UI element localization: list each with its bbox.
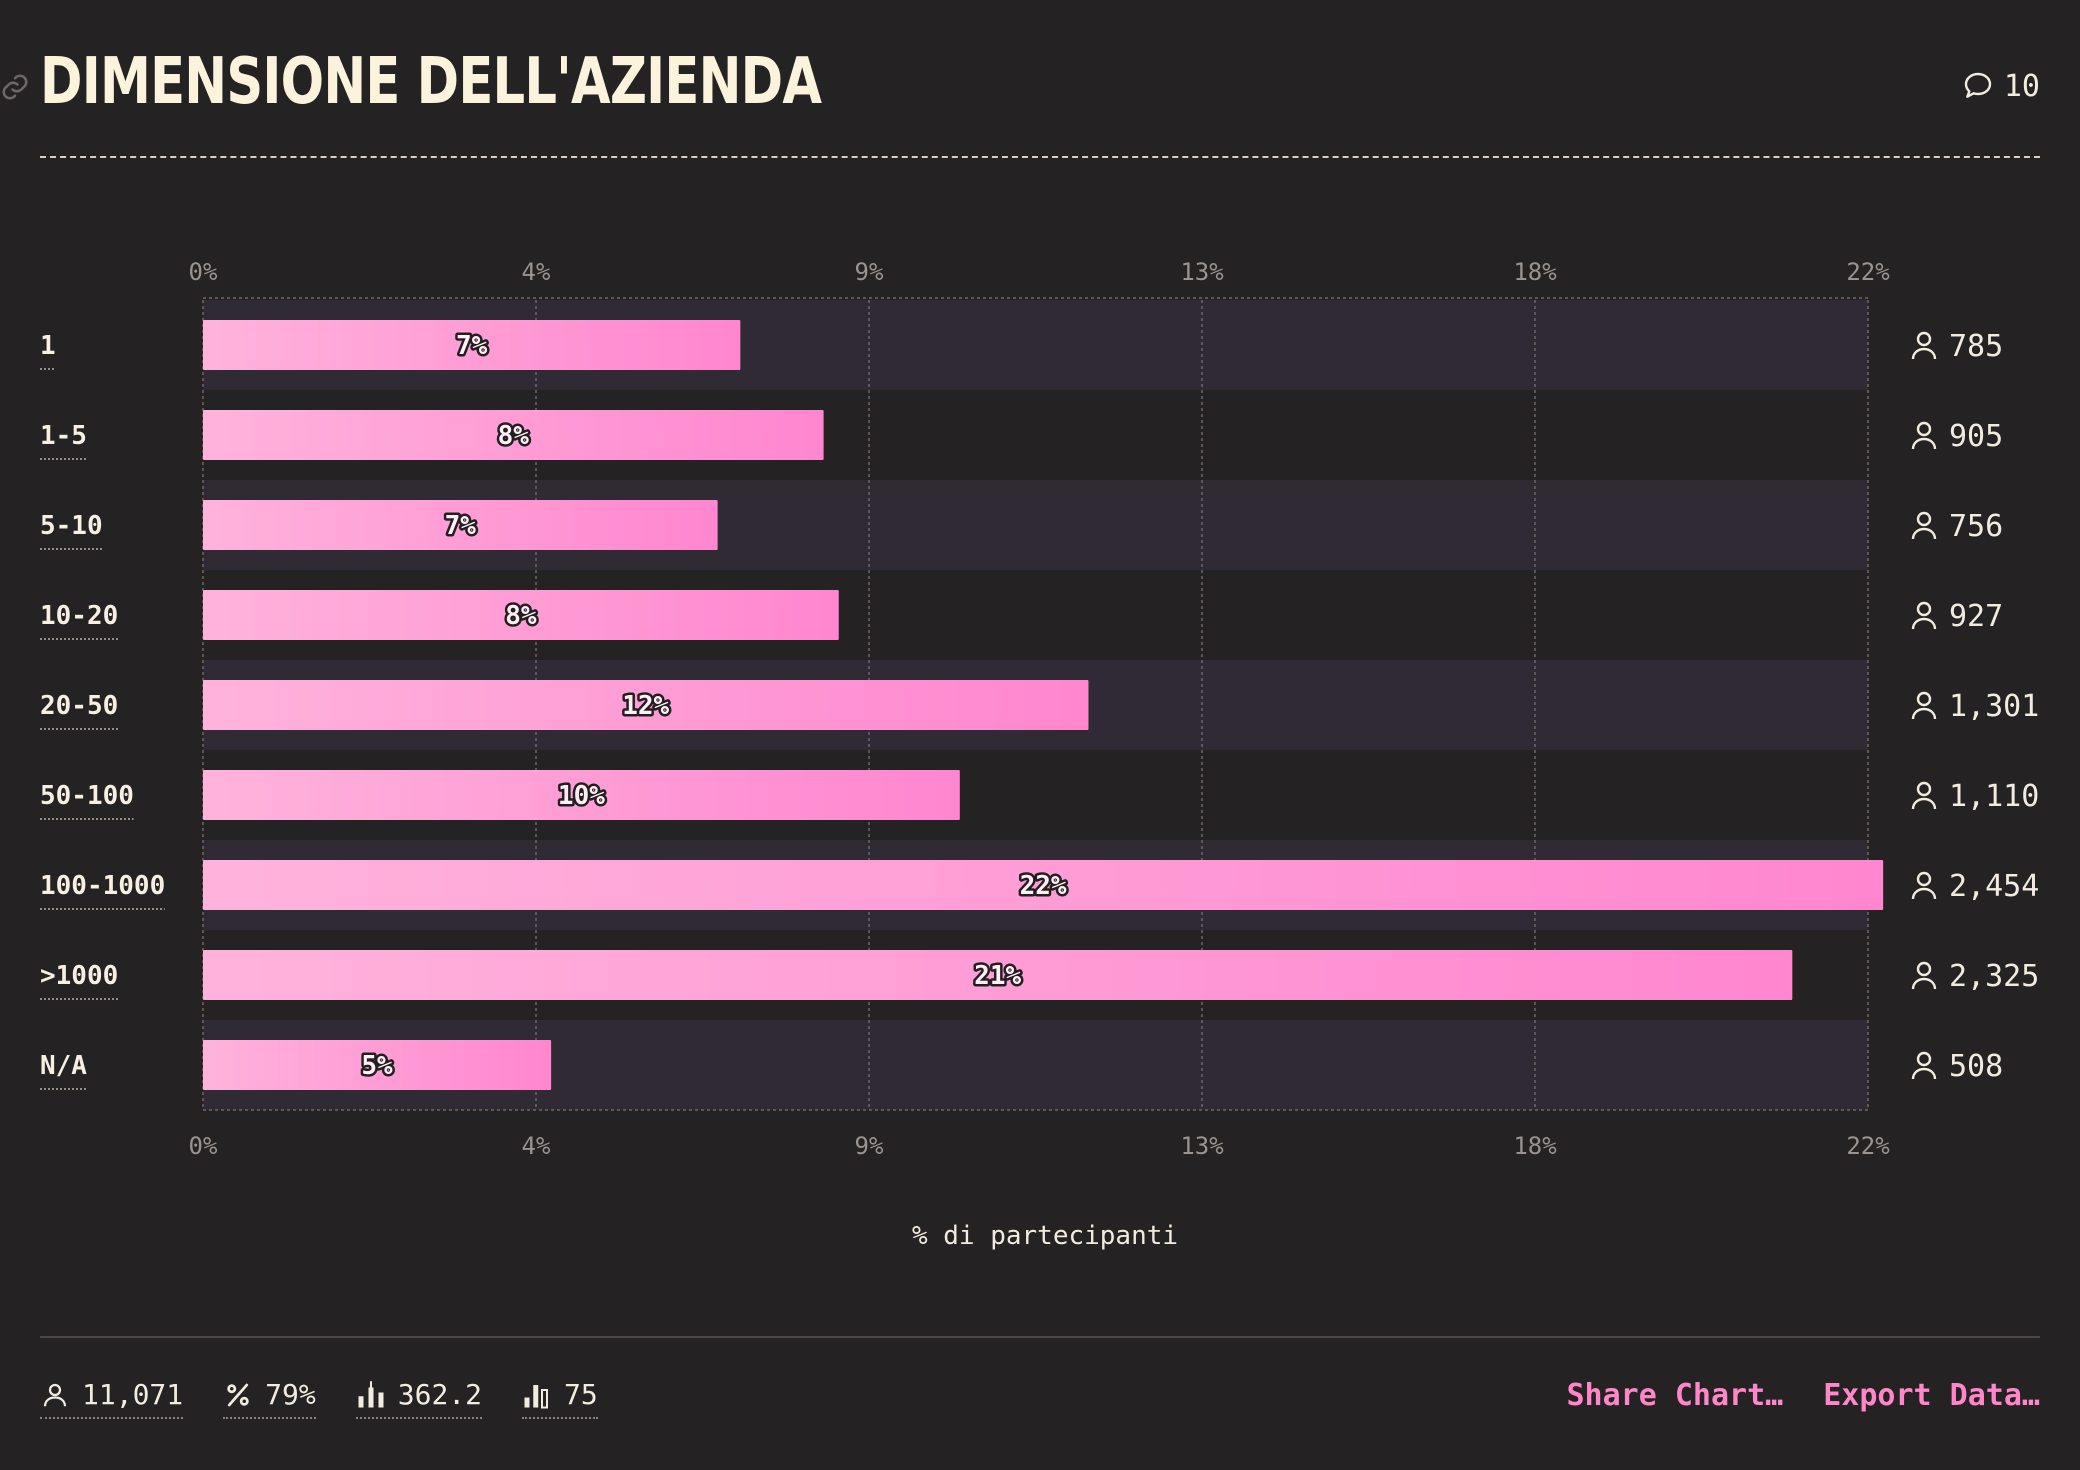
chart-title: DIMENSIONE DELL'AZIENDA [40,45,822,119]
x-tick-label-top: 4% [522,258,551,286]
stat-percent-value: 79% [265,1378,316,1411]
user-icon [43,1383,67,1406]
user-icon [1911,331,1937,360]
x-tick-label-top: 13% [1180,258,1224,286]
comment-icon [1964,72,1992,98]
respondent-count: 905 [1949,419,2003,454]
bar [203,860,1884,910]
stat-median-value: 75 [564,1378,598,1411]
respondent-count: 2,325 [1949,959,2039,994]
chart-footer: 11,071 79% 362.2 75 Share Chart… Export … [40,1378,2040,1434]
comment-count: 10 [2003,68,2040,104]
bar-value-label: 12% [622,691,669,721]
bar [203,410,824,460]
bar [203,500,718,550]
user-icon [1911,511,1937,540]
stat-respondents-value: 11,071 [82,1378,184,1411]
user-icon [1911,961,1937,990]
bar [203,680,1089,730]
category-label: 1 [40,331,56,361]
stat-mean[interactable]: 362.2 [355,1378,483,1419]
bar-chart-icon [524,1384,549,1408]
export-data-button[interactable]: Export Data… [1823,1378,2040,1413]
x-tick-label-top: 22% [1846,258,1890,286]
bar-value-label: 5% [361,1051,393,1081]
respondent-count: 756 [1949,509,2003,544]
user-icon [1911,421,1937,450]
category-label: >1000 [40,961,118,991]
user-icon [1911,601,1937,630]
respondent-count: 785 [1949,329,2003,364]
category-label: 20-50 [40,691,118,721]
category-label: 50-100 [40,781,134,811]
user-icon [1911,1051,1937,1080]
bar-value-label: 8% [498,421,530,451]
respondent-count: 2,454 [1949,869,2039,904]
stat-percent[interactable]: 79% [223,1378,316,1419]
stat-median[interactable]: 75 [522,1378,598,1419]
footer-actions: Share Chart… Export Data… [1567,1378,2041,1413]
x-tick-label-bottom: 9% [855,1132,884,1160]
bar-value-label: 22% [1020,871,1067,901]
bar-value-label: 7% [456,331,488,361]
stats-bar: 11,071 79% 362.2 75 [40,1378,598,1419]
header-divider [40,156,2040,158]
category-label: 10-20 [40,601,118,631]
x-tick-label-bottom: 22% [1846,1132,1890,1160]
comments-button[interactable]: 10 [1962,66,2040,106]
bar [203,1040,552,1090]
share-chart-button[interactable]: Share Chart… [1566,1378,1784,1413]
bar-chart: 0% 0% 4% 4% 9% 9% 13% 13% 18% 18% 22% 22% 7% 1 785 8% 1-… [40,258,2039,1251]
bar-value-label: 21% [974,961,1021,991]
x-tick-label-bottom: 13% [1180,1132,1224,1160]
x-tick-label-bottom: 18% [1513,1132,1557,1160]
respondent-count: 927 [1949,599,2003,634]
percent-icon [227,1383,249,1406]
category-label: N/A [40,1051,87,1081]
respondent-count: 1,301 [1949,689,2039,724]
stat-respondents[interactable]: 11,071 [40,1378,184,1419]
user-icon [1911,691,1937,720]
x-tick-label-top: 18% [1513,258,1557,286]
category-label: 5-10 [40,511,103,541]
category-label: 100-1000 [40,871,165,901]
respondent-count: 508 [1949,1049,2003,1084]
link-icon[interactable] [0,72,30,102]
user-icon [1911,871,1937,900]
bar-chart-mean-icon [358,1380,384,1407]
bar [203,590,839,640]
user-icon [1911,781,1937,810]
bar [203,320,741,370]
respondent-count: 1,110 [1949,779,2039,814]
x-tick-label-top: 0% [189,258,218,286]
x-axis-title: % di partecipanti [912,1221,1178,1251]
x-tick-label-bottom: 0% [189,1132,218,1160]
stat-mean-value: 362.2 [397,1378,483,1411]
bar-value-label: 10% [558,781,605,811]
category-label: 1-5 [40,421,87,451]
bar [203,950,1793,1000]
x-tick-label-bottom: 4% [522,1132,551,1160]
bar-value-label: 8% [505,601,537,631]
footer-divider [40,1336,2040,1338]
bar-value-label: 7% [445,511,477,541]
bar [203,770,960,820]
chart-header: DIMENSIONE DELL'AZIENDA 10 [2,42,2040,122]
x-tick-label-top: 9% [855,258,884,286]
